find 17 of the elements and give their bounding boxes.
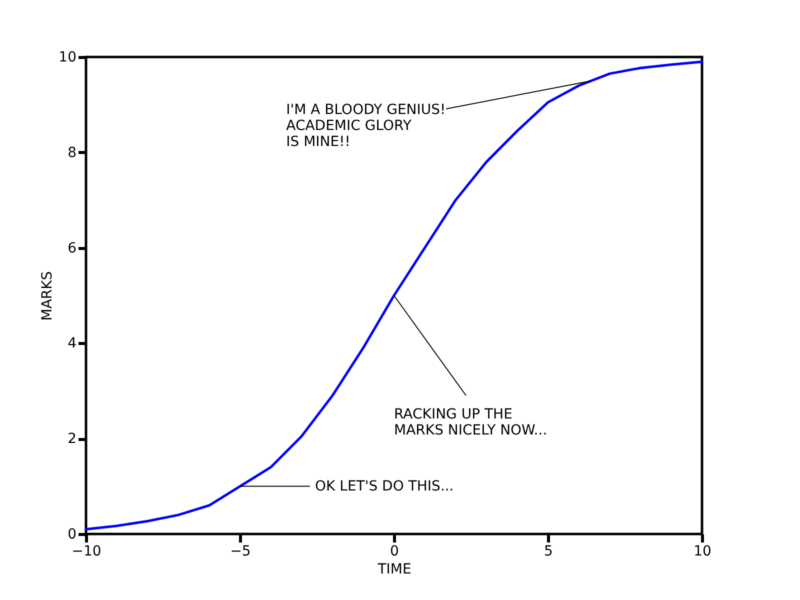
y-tick-label: 2: [68, 431, 76, 448]
annotation: RACKING UP THE MARKS NICELY NOW...: [394, 406, 548, 438]
y-tick-label: 0: [68, 526, 76, 542]
y-axis-title: MARKS: [40, 271, 56, 321]
y-tick-label: 4: [68, 336, 77, 352]
y-tick-label: 10: [58, 50, 76, 66]
y-tick-label: 8: [68, 144, 76, 161]
y-tick-label: 6: [68, 240, 77, 256]
x-tick-label: 5: [544, 544, 553, 560]
x-tick-label: −10: [72, 544, 102, 560]
annotation: I'M A BLOODY GENIUS! ACADEMIC GLORY IS MINE!!: [286, 102, 446, 150]
x-tick-label: −5: [230, 544, 251, 560]
annotation: OK LET'S DO THIS...: [315, 478, 454, 494]
x-axis-title: TIME: [376, 562, 412, 578]
line-series: [84, 60, 704, 530]
x-tick-label: 10: [694, 544, 712, 560]
x-tick-label: 0: [390, 544, 399, 560]
